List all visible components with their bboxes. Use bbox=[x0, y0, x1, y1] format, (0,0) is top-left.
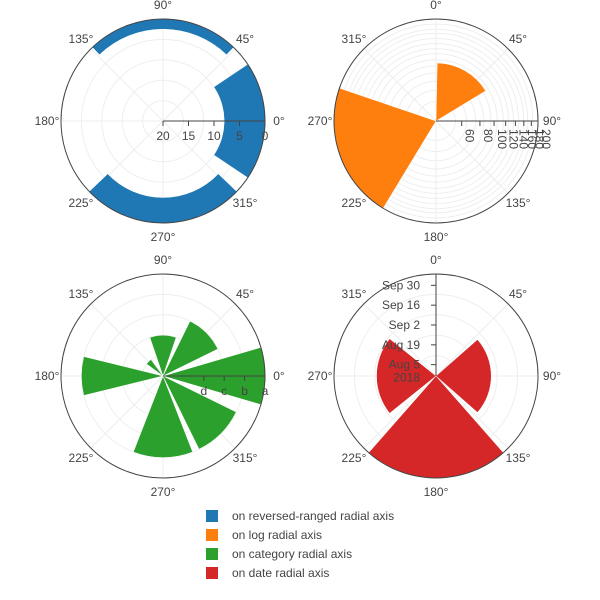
bar-3 bbox=[376, 338, 437, 414]
angular-tick-label: 315° bbox=[233, 451, 258, 465]
angular-tick-label: 90° bbox=[154, 0, 172, 12]
angular-tick-label: 315° bbox=[342, 32, 367, 46]
radial-tick-label: 180 bbox=[532, 129, 546, 149]
legend-label: on category radial axis bbox=[232, 547, 352, 561]
radial-tick-label: 80 bbox=[481, 129, 495, 143]
grid-spoke bbox=[363, 303, 437, 377]
grid-spoke bbox=[435, 375, 509, 449]
bar-4 bbox=[146, 359, 164, 377]
radial-tick-label: Sep 30 bbox=[382, 278, 420, 292]
angular-tick-label: 225° bbox=[342, 451, 367, 465]
bar-7 bbox=[162, 375, 237, 450]
angular-tick-label: 270° bbox=[151, 230, 176, 244]
radial-tick-label: 160 bbox=[525, 129, 539, 149]
radial-tick-label: c bbox=[221, 384, 227, 398]
grid-spoke bbox=[162, 48, 236, 122]
bar-6 bbox=[133, 375, 193, 458]
angular-tick-label: 225° bbox=[342, 196, 367, 210]
grid-spoke bbox=[363, 48, 437, 122]
polar-chart-2: 0° 45° 90° 135° 180° 225° 270° 315° 60 80 10012014… bbox=[308, 0, 562, 244]
radial-tick-label: Aug 5 2018 bbox=[389, 358, 421, 385]
radial-tick-label: Aug 19 bbox=[382, 338, 420, 352]
legend-swatch bbox=[206, 548, 218, 560]
bar-1 bbox=[435, 339, 492, 413]
angular-tick-label: 315° bbox=[233, 196, 258, 210]
angular-tick-label: 135° bbox=[506, 196, 531, 210]
angular-tick-label: 0° bbox=[273, 369, 285, 383]
radial-tick-label: Sep 16 bbox=[382, 298, 420, 312]
radial-tick-label: 200 bbox=[539, 129, 553, 149]
bar-3 bbox=[149, 334, 177, 377]
radial-tick-label: 140 bbox=[516, 129, 530, 149]
polar-chart-3: 0° 45° 90° 135° 180° 225° 270° 315° d c b a bbox=[35, 253, 285, 499]
radial-tick-label: 100 bbox=[495, 129, 509, 149]
radial-tick-label: 15 bbox=[182, 129, 196, 143]
legend-swatch bbox=[206, 567, 218, 579]
radial-tick-label: 5 bbox=[236, 129, 243, 143]
radial-tick-label: 20 bbox=[156, 129, 170, 143]
polar-chart-1: 0° 45° 90° 135° 180° 225° 270° 315° 20 15 10 5 0 bbox=[35, 0, 285, 244]
angular-tick-label: 315° bbox=[342, 287, 367, 301]
angular-tick-label: 225° bbox=[69, 196, 94, 210]
radial-tick-label: 120 bbox=[507, 129, 521, 149]
angular-tick-label: 135° bbox=[69, 287, 94, 301]
radial-tick-label: Sep 2 bbox=[389, 318, 421, 332]
grid-spoke bbox=[435, 303, 509, 377]
grid-spoke bbox=[435, 120, 509, 194]
bar-2 bbox=[162, 320, 219, 377]
legend: on reversed-ranged radial axis on log rad… bbox=[206, 509, 394, 580]
bar-1 bbox=[435, 62, 487, 122]
radial-tick-label: 60 bbox=[463, 129, 477, 143]
legend-label: on date radial axis bbox=[232, 566, 329, 580]
grid-spoke bbox=[90, 48, 164, 122]
polar-chart-4: 0° 45° 90° 135° 180° 225° 270° 315° Aug 5 2018 Aug… bbox=[308, 253, 562, 499]
grid-spoke bbox=[90, 375, 164, 449]
angular-tick-label: 270° bbox=[308, 114, 333, 128]
angular-tick-label: 135° bbox=[69, 32, 94, 46]
angular-tick-label: 90° bbox=[154, 253, 172, 267]
angular-tick-label: 180° bbox=[424, 485, 449, 499]
legend-swatch bbox=[206, 510, 218, 522]
angular-tick-label: 45° bbox=[236, 32, 254, 46]
angular-tick-label: 180° bbox=[424, 230, 449, 244]
legend-label: on log radial axis bbox=[232, 528, 322, 542]
bar-5 bbox=[81, 356, 164, 396]
angular-tick-label: 270° bbox=[308, 369, 333, 383]
radial-tick-label: a bbox=[262, 384, 269, 398]
angular-tick-label: 90° bbox=[543, 369, 561, 383]
angular-tick-label: 225° bbox=[69, 451, 94, 465]
radial-tick-label: b bbox=[241, 384, 248, 398]
angular-tick-label: 180° bbox=[35, 369, 60, 383]
angular-tick-label: 45° bbox=[509, 287, 527, 301]
angular-tick-label: 0° bbox=[430, 0, 442, 12]
angular-tick-label: 180° bbox=[35, 114, 60, 128]
radial-tick-label: d bbox=[200, 384, 207, 398]
legend-swatch bbox=[206, 529, 218, 541]
radial-tick-label: 0 bbox=[262, 129, 269, 143]
angular-tick-label: 0° bbox=[273, 114, 285, 128]
grid-spoke bbox=[363, 375, 437, 449]
angular-tick-label: 135° bbox=[506, 451, 531, 465]
angular-tick-label: 270° bbox=[151, 485, 176, 499]
angular-tick-label: 0° bbox=[430, 253, 442, 267]
legend-label: on reversed-ranged radial axis bbox=[232, 509, 394, 523]
angular-tick-label: 45° bbox=[236, 287, 254, 301]
angular-tick-label: 45° bbox=[509, 32, 527, 46]
angular-tick-label: 90° bbox=[543, 114, 561, 128]
radial-tick-label: 10 bbox=[207, 129, 221, 143]
